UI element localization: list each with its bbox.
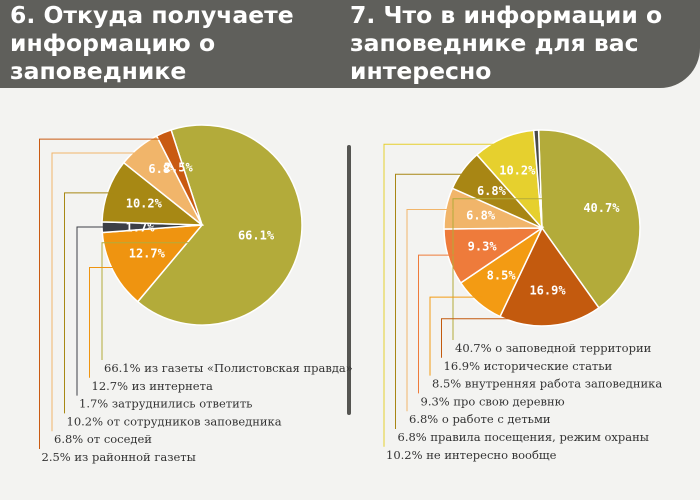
slice-label: 66.1% (238, 229, 275, 243)
legend-leader-line (76, 226, 109, 396)
legend-entry: 40.7% о заповедной территории (455, 341, 652, 355)
legend-leader-line (51, 152, 144, 432)
slice-label: 12.7% (129, 246, 166, 260)
legend-entry: 6.8% от соседей (54, 432, 152, 446)
legend-leader-line (418, 254, 455, 394)
pie-chart-7: 40.7% 16.9% 8.5% 9.3% 6.8% 6.8% 10.2% 40.7% о з… (383, 129, 662, 462)
legend-leader-line (39, 138, 167, 449)
slice-label: 6.8% (148, 162, 178, 176)
legend-entry: 2.5% из районной газеты (42, 450, 196, 464)
legend-leader-line (452, 198, 629, 340)
slice-label: 10.2% (126, 197, 163, 211)
pie-slice (101, 224, 204, 303)
chart-title-6: 6. Откуда получаете информацию о заповед… (10, 1, 294, 85)
legend-leader-line (64, 192, 115, 414)
chart-title-7: 7. Что в информации о заповеднике для ва… (350, 1, 663, 85)
slice-label: 6.8% (466, 208, 496, 222)
slice-label: 9.3% (468, 240, 498, 254)
legend-entry: 6.8% правила посещения, режим охраны (398, 430, 649, 444)
legend-entry: 10.2% от сотрудников заповедника (67, 414, 282, 428)
legend-entry: 12.7% из интернета (92, 379, 213, 393)
slice-label: 10.2% (499, 163, 536, 177)
legend-leader-line (406, 209, 453, 412)
legend-entry: 10.2% не интересно вообще (386, 448, 557, 462)
legend-leader-line (441, 318, 550, 358)
chart-divider (347, 145, 351, 415)
pie-chart-6: 66.1%12.7%1.7%10.2%6.8%2.5%66.1% из газе… (39, 124, 353, 464)
slice-label: 40.7% (583, 201, 620, 215)
slice-label: 6.8% (477, 184, 507, 198)
legend-leader-line (429, 296, 483, 376)
legend-leader-line (395, 173, 469, 429)
legend-leader-line (383, 143, 506, 447)
legend-entry: 66.1% из газеты «Полистовская правда» (104, 361, 353, 375)
legend-entry: 1.7% затруднились ответить (79, 397, 252, 411)
slice-label: 2.5% (164, 161, 194, 175)
pie-slice (537, 129, 641, 309)
legend-leader-line (101, 242, 294, 360)
pie-slice (155, 128, 203, 226)
legend-entry: 8.5% внутренняя работа заповедника (432, 377, 662, 391)
slice-label: 8.5% (487, 269, 517, 283)
legend-entry: 9.3% про свою деревню (421, 394, 565, 408)
legend-entry: 16.9% исторические статьи (444, 359, 613, 373)
legend-leader-line (89, 267, 120, 378)
header-band (0, 0, 700, 88)
pie-slice (136, 124, 303, 326)
legend-entry: 6.8% о работе с детьми (409, 412, 551, 426)
slice-label: 16.9% (529, 284, 566, 298)
pie-slice (532, 129, 543, 229)
